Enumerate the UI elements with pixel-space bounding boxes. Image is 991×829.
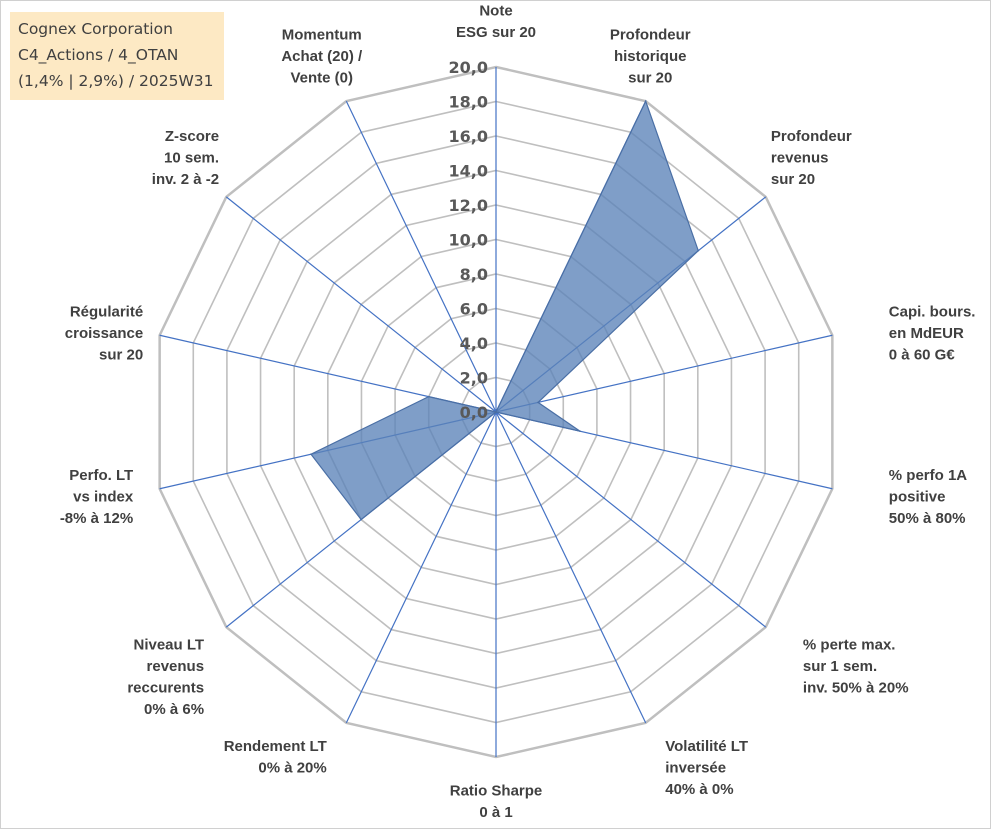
spoke-13 — [345, 100, 497, 413]
axis-label-1: Profondeur historique sur 20 — [610, 26, 691, 86]
axis-label-12-line-1: 10 sem. — [164, 150, 219, 167]
axis-label-11-line-2: sur 20 — [99, 347, 143, 364]
series-area — [310, 99, 699, 521]
axis-label-10-line-1: vs index — [73, 488, 134, 505]
axis-label-2-line-2: sur 20 — [771, 171, 815, 188]
tick-label-0: 0,0 — [460, 403, 488, 422]
axis-label-2-line-1: revenus — [771, 150, 829, 167]
axis-label-4-line-2: 50% à 80% — [889, 510, 966, 527]
axis-label-2-line-0: Profondeur — [771, 128, 852, 145]
axis-label-9-line-0: Niveau LT — [133, 636, 204, 653]
axis-label-5-line-2: inv. 50% à 20% — [803, 679, 909, 696]
radar-axis-labels: Note ESG sur 20 Profondeur historique sur 20… — [60, 3, 976, 822]
radar-series — [310, 99, 700, 521]
axis-label-8-line-1: 0% à 20% — [258, 760, 326, 777]
tick-label-2: 4,0 — [460, 334, 488, 353]
axis-label-8: Rendement LT 0% à 20% — [224, 738, 327, 777]
axis-label-2: Profondeur revenus sur 20 — [771, 128, 852, 188]
axis-label-5-line-0: % perte max. — [803, 636, 896, 653]
tick-label-10: 20,0 — [449, 58, 488, 77]
axis-label-1-line-2: sur 20 — [628, 69, 672, 86]
series-point-13 — [495, 411, 497, 413]
axis-label-4-line-1: positive — [889, 488, 946, 505]
axis-label-9-line-2: reccurents — [127, 679, 204, 696]
axis-label-1-line-0: Profondeur — [610, 26, 691, 43]
axis-label-6: Volatilité LT inversée 40% à 0% — [665, 738, 748, 798]
axis-label-13-line-1: Achat (20) / — [281, 48, 363, 65]
series-point-11 — [427, 395, 430, 398]
axis-label-7-line-1: 0 à 1 — [479, 804, 512, 821]
radar-tick-labels: 0,0 2,0 4,0 6,0 8,0 10,0 12,0 14,0 16,0 18,0 20,0 — [449, 58, 488, 422]
axis-label-7: Ratio Sharpe 0 à 1 — [450, 783, 543, 822]
axis-label-9-line-3: 0% à 6% — [144, 701, 204, 718]
axis-label-10: Perfo. LT vs index -8% à 12% — [60, 467, 134, 527]
axis-label-9-line-1: revenus — [147, 658, 205, 675]
axis-label-7-line-0: Ratio Sharpe — [450, 783, 543, 800]
chart-title-box: Cognex Corporation C4_Actions / 4_OTAN (… — [10, 12, 224, 100]
series-point-3 — [537, 401, 539, 404]
axis-label-3-line-2: 0 à 60 G€ — [889, 347, 956, 364]
axis-label-6-line-1: inversée — [665, 760, 726, 777]
axis-label-3: Capi. bours. en MdEUR 0 à 60 G€ — [889, 304, 976, 364]
axis-label-12-line-0: Z-score — [165, 128, 219, 145]
axis-label-4-line-0: % perfo 1A — [889, 467, 968, 484]
axis-label-0: Note ESG sur 20 — [456, 3, 536, 42]
axis-label-8-line-0: Rendement LT — [224, 738, 327, 755]
tick-label-4: 8,0 — [460, 265, 488, 284]
tick-label-3: 6,0 — [460, 300, 488, 319]
axis-label-6-line-2: 40% à 0% — [665, 781, 733, 798]
spoke-8 — [345, 411, 497, 724]
axis-label-3-line-1: en MdEUR — [889, 325, 964, 342]
performance-week: (1,4% | 2,9%) / 2025W31 — [18, 72, 214, 90]
axis-label-9: Niveau LT revenus reccurents 0% à 6% — [127, 636, 204, 718]
axis-label-4: % perfo 1A positive 50% à 80% — [889, 467, 968, 527]
series-point-4 — [579, 430, 581, 432]
axis-label-11: Régularité croissance sur 20 — [65, 304, 143, 364]
axis-label-10-line-0: Perfo. LT — [69, 467, 133, 484]
axis-label-11-line-0: Régularité — [70, 304, 143, 321]
axis-label-3-line-0: Capi. bours. — [889, 304, 976, 321]
tick-label-9: 18,0 — [449, 93, 488, 112]
tick-label-5: 10,0 — [449, 231, 488, 250]
axis-label-10-line-2: -8% à 12% — [60, 510, 133, 527]
axis-label-13: Momentum Achat (20) / Vente (0) — [281, 26, 363, 86]
axis-label-1-line-1: historique — [614, 48, 687, 65]
axis-label-13-line-0: Momentum — [282, 26, 362, 43]
series-point-9 — [360, 518, 362, 521]
company-name: Cognex Corporation — [18, 20, 173, 38]
axis-label-0-line-0: Note — [479, 3, 512, 20]
axis-label-12: Z-score 10 sem. inv. 2 à -2 — [152, 128, 219, 188]
axis-label-11-line-1: croissance — [65, 325, 143, 342]
tick-label-7: 14,0 — [449, 162, 488, 181]
axis-label-5: % perte max. sur 1 sem. inv. 50% à 20% — [803, 636, 909, 696]
series-point-10 — [310, 453, 312, 456]
axis-label-13-line-2: Vente (0) — [290, 69, 353, 86]
axis-label-5-line-1: sur 1 sem. — [803, 658, 877, 675]
axis-label-0-line-1: ESG sur 20 — [456, 24, 536, 41]
tick-label-6: 12,0 — [449, 196, 488, 215]
spoke-3 — [495, 334, 833, 413]
spoke-5 — [495, 411, 767, 628]
tick-label-8: 16,0 — [449, 127, 488, 146]
tick-label-1: 2,0 — [460, 369, 488, 388]
axis-label-12-line-2: inv. 2 à -2 — [152, 171, 219, 188]
series-point-1 — [644, 100, 647, 102]
axis-label-6-line-0: Volatilité LT — [665, 738, 748, 755]
spoke-12 — [225, 196, 497, 413]
spoke-6 — [495, 411, 647, 724]
series-point-2 — [697, 249, 700, 252]
portfolio-category: C4_Actions / 4_OTAN — [18, 46, 179, 64]
